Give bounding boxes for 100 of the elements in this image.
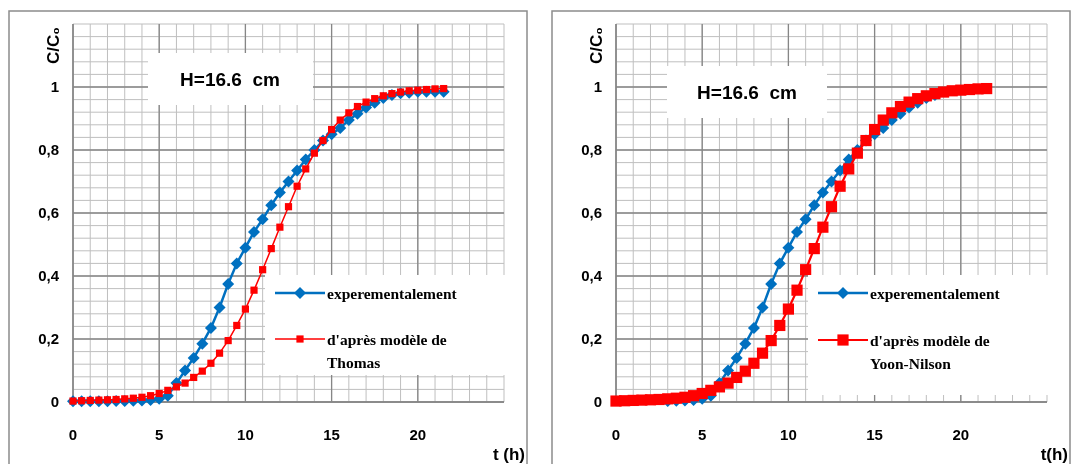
point: [379, 92, 387, 100]
x-tick-label: 0: [611, 426, 621, 443]
point: [431, 85, 439, 93]
point: [362, 98, 370, 106]
x-tick-label: 5: [155, 426, 164, 443]
x-tick-label: 5: [698, 426, 707, 443]
point: [230, 257, 243, 270]
point: [302, 165, 310, 173]
legend-label: d'après modèle de Thomas: [327, 331, 447, 371]
legend-label: d'après modèle de Yoon-Nilson: [870, 332, 990, 372]
point: [422, 85, 431, 94]
point: [722, 364, 735, 377]
point: [222, 277, 235, 290]
point: [371, 95, 379, 103]
point: [172, 383, 181, 391]
y-tick-label: 0: [593, 393, 602, 410]
y-tick-label: 0,8: [581, 141, 602, 158]
point: [791, 225, 804, 238]
point: [808, 199, 821, 212]
y-tick-label: 0,2: [581, 330, 602, 347]
point: [774, 319, 786, 332]
point: [816, 186, 829, 199]
point: [267, 245, 275, 253]
point: [239, 241, 252, 254]
point: [259, 266, 267, 274]
point: [273, 186, 286, 199]
x-tick-label: 15: [866, 426, 883, 443]
point: [765, 277, 778, 290]
point: [179, 364, 192, 377]
point: [198, 367, 206, 375]
point: [782, 241, 795, 254]
point: [756, 347, 769, 359]
legend-label: experementalement: [870, 285, 1001, 302]
point: [138, 393, 146, 401]
point: [440, 84, 448, 93]
point: [291, 164, 304, 177]
point: [164, 386, 172, 394]
point: [981, 82, 993, 95]
point: [121, 395, 129, 403]
point: [773, 257, 786, 270]
point: [276, 223, 284, 231]
point: [215, 349, 224, 357]
point: [808, 243, 820, 255]
point: [248, 225, 261, 238]
point: [730, 351, 743, 364]
point: [843, 163, 855, 175]
point: [739, 365, 751, 377]
point: [756, 301, 769, 314]
point: [869, 123, 881, 136]
point: [396, 88, 405, 96]
y-axis-title: C/C₀: [587, 27, 606, 64]
point: [765, 334, 777, 347]
y-tick-label: 1: [593, 78, 602, 95]
point: [328, 125, 336, 134]
point: [353, 102, 362, 111]
point: [187, 351, 200, 364]
x-tick-label: 10: [780, 426, 797, 443]
point: [345, 109, 353, 117]
y-tick-label: 0,8: [38, 141, 59, 158]
y-tick-label: 0,4: [38, 267, 60, 284]
point: [190, 373, 198, 382]
point: [155, 389, 163, 398]
point: [782, 303, 794, 315]
annotation: H=16.6 cm: [180, 69, 280, 90]
point: [877, 114, 889, 126]
point: [103, 396, 112, 404]
point: [282, 175, 295, 188]
annotation: H=16.6 cm: [697, 82, 797, 103]
point: [250, 286, 258, 294]
y-tick-label: 1: [50, 78, 59, 95]
x-axis-title: t(h): [1040, 445, 1068, 464]
point: [791, 284, 803, 296]
point: [825, 175, 838, 188]
point: [207, 359, 215, 367]
legend-label: experementalement: [327, 285, 458, 302]
point: [293, 182, 301, 190]
y-tick-label: 0,6: [38, 204, 59, 221]
y-tick-label: 0,6: [581, 204, 602, 221]
x-tick-label: 0: [68, 426, 78, 443]
y-tick-label: 0: [50, 393, 59, 410]
point: [817, 221, 829, 233]
point: [284, 203, 293, 211]
x-tick-label: 15: [323, 426, 340, 443]
point: [299, 153, 312, 166]
point: [825, 201, 838, 213]
point: [800, 264, 812, 276]
point: [204, 321, 217, 334]
x-tick-label: 20: [952, 426, 970, 443]
point: [265, 199, 278, 212]
point: [112, 395, 120, 404]
point: [748, 357, 760, 369]
point: [310, 149, 318, 157]
point: [739, 337, 752, 350]
point: [241, 305, 249, 313]
point: [834, 180, 846, 192]
y-axis-title: C/C₀: [44, 27, 63, 64]
y-tick-label: 0,4: [581, 267, 603, 284]
x-tick-label: 10: [237, 426, 254, 443]
point: [213, 301, 226, 314]
point: [196, 337, 209, 350]
